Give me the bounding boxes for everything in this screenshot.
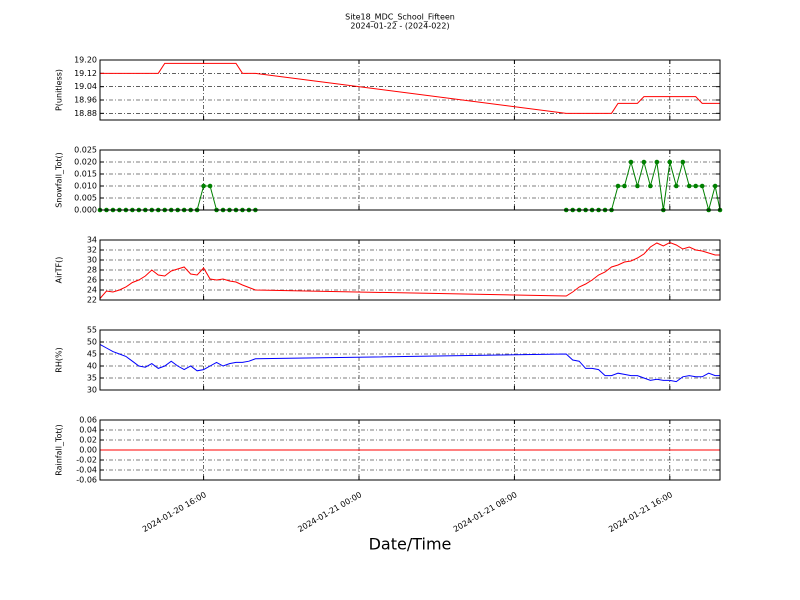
y-tick-label: 40 bbox=[87, 362, 97, 371]
data-point bbox=[622, 183, 627, 189]
y-axis-label: AirTF() bbox=[55, 257, 64, 284]
chart-subtitle: 2024-01-22 - (2024-022) bbox=[350, 22, 449, 31]
data-point bbox=[686, 183, 692, 189]
y-tick-label: -0.06 bbox=[76, 476, 97, 485]
data-point bbox=[648, 183, 653, 189]
y-tick-label: 0.015 bbox=[74, 170, 97, 179]
y-tick-label: 35 bbox=[87, 374, 97, 383]
data-line bbox=[99, 343, 720, 383]
y-tick-label: 26 bbox=[87, 276, 97, 285]
y-tick-label: 18.96 bbox=[74, 96, 97, 105]
data-point bbox=[667, 159, 673, 165]
data-point bbox=[699, 183, 705, 189]
y-tick-label: 30 bbox=[87, 386, 97, 395]
data-point bbox=[712, 183, 718, 189]
axes-frame bbox=[99, 59, 721, 121]
x-axis-label: Date/Time bbox=[369, 535, 452, 554]
y-tick-label: 55 bbox=[87, 326, 97, 335]
y-tick-label: 45 bbox=[87, 350, 97, 359]
y-tick-label: 0.025 bbox=[74, 146, 97, 155]
y-tick-label: 0.06 bbox=[79, 416, 97, 425]
y-tick-label: 0.010 bbox=[74, 182, 97, 191]
axes-frame bbox=[99, 329, 721, 391]
data-point bbox=[641, 159, 647, 165]
y-tick-label: 0.000 bbox=[74, 206, 97, 215]
y-tick-label: 34 bbox=[87, 236, 97, 245]
y-tick-label: 0.02 bbox=[79, 436, 97, 445]
y-tick-label: -0.02 bbox=[76, 456, 97, 465]
data-point bbox=[654, 159, 660, 165]
y-tick-label: 30 bbox=[87, 256, 97, 265]
y-tick-label: 18.88 bbox=[74, 109, 97, 118]
y-tick-label: 0.04 bbox=[79, 426, 97, 435]
data-point bbox=[673, 183, 679, 189]
chart-title: Site18_MDC_School_Fifteen bbox=[345, 13, 455, 22]
y-tick-label: -0.04 bbox=[76, 466, 97, 475]
axes-frame bbox=[99, 419, 721, 481]
y-axis-label: P(unitless) bbox=[55, 69, 64, 111]
data-point bbox=[680, 159, 686, 165]
y-tick-label: 19.20 bbox=[74, 56, 97, 65]
data-point bbox=[615, 183, 621, 189]
data-point bbox=[628, 159, 634, 165]
y-tick-label: 22 bbox=[87, 296, 97, 305]
y-axis-label: Snowfall_Tot() bbox=[55, 152, 64, 208]
axes-frame bbox=[99, 239, 721, 301]
data-line bbox=[99, 241, 720, 299]
y-tick-label: 19.12 bbox=[74, 69, 97, 78]
y-tick-label: 0.005 bbox=[74, 194, 97, 203]
y-axis-label: Rainfall_Tot() bbox=[55, 424, 64, 476]
data-point bbox=[207, 183, 213, 189]
data-point bbox=[635, 183, 640, 189]
data-line bbox=[100, 62, 720, 114]
y-tick-label: 50 bbox=[87, 338, 97, 347]
y-tick-label: 19.04 bbox=[74, 82, 97, 91]
y-tick-label: 24 bbox=[87, 286, 97, 295]
y-tick-label: 0.00 bbox=[79, 446, 97, 455]
y-tick-label: 0.020 bbox=[74, 158, 97, 167]
y-tick-label: 28 bbox=[87, 266, 97, 275]
y-tick-label: 32 bbox=[87, 246, 97, 255]
data-point bbox=[201, 183, 206, 189]
data-point bbox=[693, 183, 699, 189]
y-axis-label: RH(%) bbox=[55, 347, 64, 372]
axes-frame bbox=[99, 149, 721, 211]
